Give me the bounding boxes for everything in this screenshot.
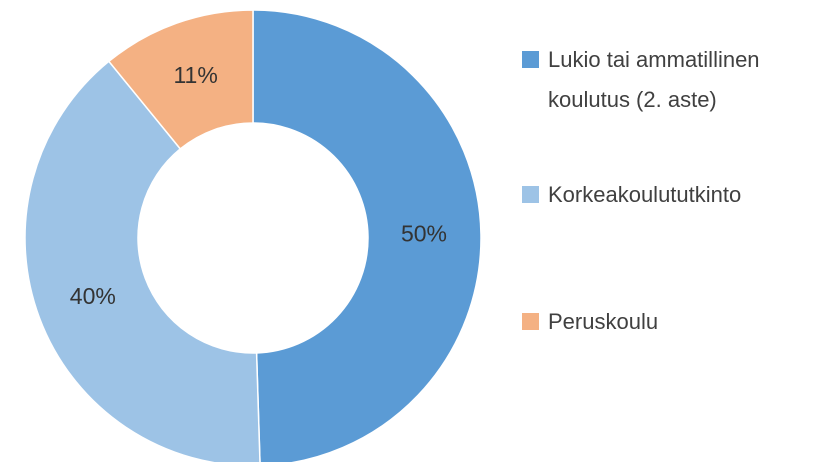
legend-label: Korkeakoulututkinto	[548, 182, 742, 207]
data-label: 11%	[173, 62, 217, 88]
legend-swatch	[522, 186, 539, 203]
donut-slice	[252, 9, 482, 462]
donut-slice	[24, 60, 261, 462]
legend-swatch	[522, 313, 539, 330]
legend-entry: Peruskoulu	[522, 302, 784, 342]
legend-label: Lukio tai ammatillinen koulutus (2. aste…	[548, 47, 760, 112]
donut-slice	[107, 9, 254, 150]
legend-entry: Lukio tai ammatillinen koulutus (2. aste…	[522, 40, 784, 120]
data-label: 50%	[401, 220, 447, 246]
legend-swatch	[522, 51, 539, 68]
data-label: 40%	[70, 283, 116, 309]
legend-label: Peruskoulu	[548, 309, 659, 334]
legend-entry: Korkeakoulututkinto	[522, 175, 784, 215]
